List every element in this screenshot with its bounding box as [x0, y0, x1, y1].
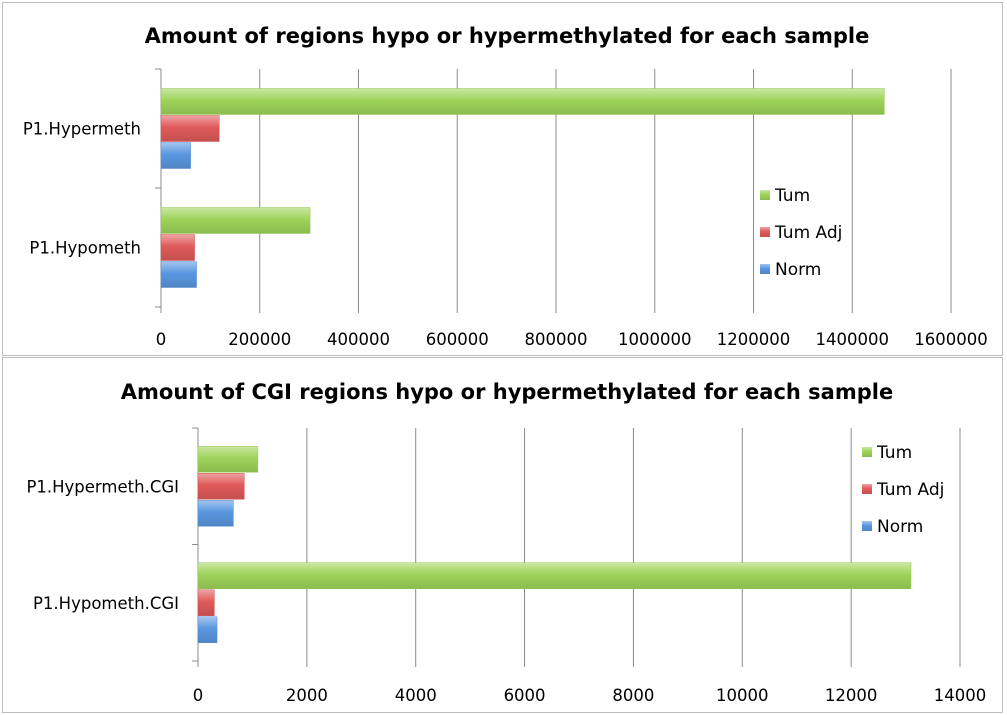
x-tick-label: 600000 [426, 330, 489, 349]
bar-tum-p1-hypometh [160, 207, 311, 234]
bar-norm-p1-hypometh-cgi [197, 616, 218, 643]
legend-swatch [862, 521, 872, 531]
x-tick-label: 2000 [286, 686, 328, 705]
bar-norm-p1-hypermeth [160, 142, 191, 169]
x-tick-label: 10000 [716, 686, 769, 705]
x-tick-label: 1200000 [717, 330, 791, 349]
x-tick-label: 800000 [525, 330, 588, 349]
legend-swatch [760, 190, 770, 200]
bar-tum-p1-hypermeth [160, 88, 885, 115]
chart-title: Amount of regions hypo or hypermethylate… [145, 24, 870, 48]
legend-label: Tum [876, 443, 912, 463]
x-tick-label: 1400000 [816, 330, 890, 349]
bar-tum-adj-p1-hypometh [160, 234, 195, 261]
x-tick-label: 0 [156, 330, 167, 349]
category-label: P1.Hypometh.CGI [33, 594, 179, 613]
bar-tum-p1-hypermeth-cgi [197, 446, 259, 473]
legend-swatch [862, 484, 872, 494]
chart-title: Amount of CGI regions hypo or hypermethy… [121, 380, 893, 404]
bar-norm-p1-hypermeth-cgi [197, 500, 234, 527]
category-label: P1.Hypermeth [23, 120, 141, 139]
bar-tum-adj-p1-hypometh-cgi [197, 589, 215, 616]
x-tick-label: 1600000 [914, 330, 988, 349]
chart-regions: Amount of regions hypo or hypermethylate… [23, 24, 988, 349]
chart-panel-cgi-regions: Amount of CGI regions hypo or hypermethy… [2, 357, 1003, 713]
legend-label: Tum Adj [876, 480, 944, 500]
bar-tum-p1-hypometh-cgi [197, 562, 912, 589]
x-tick-label: 200000 [228, 330, 291, 349]
bar-tum-adj-p1-hypermeth-cgi [197, 473, 245, 500]
bar-tum-adj-p1-hypermeth [160, 115, 220, 142]
x-tick-label: 400000 [327, 330, 390, 349]
category-label: P1.Hypometh [29, 239, 141, 258]
legend-label: Norm [775, 260, 821, 280]
chart-cgi-regions: Amount of CGI regions hypo or hypermethy… [26, 380, 987, 705]
legend-swatch [760, 227, 770, 237]
legend-label: Norm [877, 517, 923, 537]
chart-panel-regions: Amount of regions hypo or hypermethylate… [2, 2, 1003, 356]
legend-label: Tum [774, 186, 810, 206]
x-tick-label: 12000 [825, 686, 878, 705]
x-tick-label: 8000 [612, 686, 654, 705]
legend-label: Tum Adj [774, 223, 842, 243]
legend-swatch [760, 264, 770, 274]
bar-norm-p1-hypometh [160, 261, 197, 288]
x-tick-label: 0 [193, 686, 204, 705]
x-tick-label: 6000 [504, 686, 546, 705]
x-tick-label: 14000 [934, 686, 987, 705]
legend-swatch [862, 447, 872, 457]
category-label: P1.Hypermeth.CGI [26, 477, 179, 496]
x-tick-label: 4000 [395, 686, 437, 705]
x-tick-label: 1000000 [618, 330, 692, 349]
